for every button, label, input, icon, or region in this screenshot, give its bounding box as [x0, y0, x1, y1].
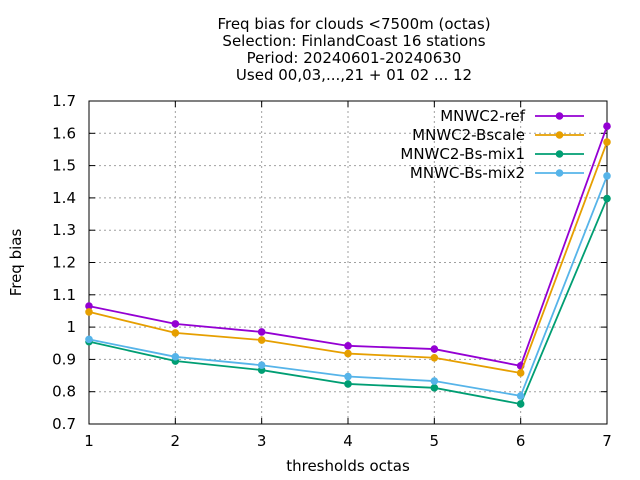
data-point — [257, 328, 266, 336]
y-tick-label: 1.7 — [52, 92, 76, 110]
title-line: Freq bias for clouds <7500m (octas) — [217, 15, 490, 33]
data-point — [555, 112, 564, 120]
y-tick-labels: 0.7 0.8 0.9 1 1.1 1.2 1.3 1.4 1.5 1.6 1.7 — [52, 92, 76, 433]
data-point — [430, 377, 439, 385]
x-tick-label: 1 — [84, 432, 94, 450]
x-tick-label: 2 — [171, 432, 181, 450]
data-point — [516, 400, 525, 408]
series-mnwc2-bscale — [85, 138, 611, 377]
data-point — [516, 392, 525, 400]
data-point — [257, 336, 266, 344]
data-point — [85, 335, 93, 344]
title-line: Period: 20240601-20240630 — [247, 49, 462, 67]
legend-label: MNWC-Bs-mix2 — [410, 164, 525, 182]
x-axis-label: thresholds octas — [286, 457, 410, 475]
data-point — [603, 172, 611, 180]
series-mnwc-bs-mix2 — [85, 172, 611, 400]
data-point — [555, 150, 564, 158]
data-point — [555, 131, 564, 139]
x-tick-label: 7 — [602, 432, 612, 450]
x-tick-label: 3 — [257, 432, 267, 450]
data-point — [430, 345, 439, 353]
title-line: Selection: FinlandCoast 16 stations — [222, 32, 485, 50]
legend-label: MNWC2-Bs-mix1 — [400, 145, 525, 163]
data-point — [603, 194, 611, 203]
series — [85, 122, 611, 408]
x-tick-label: 5 — [430, 432, 440, 450]
data-point — [344, 380, 352, 388]
y-tick-label: 1 — [66, 318, 76, 336]
series-mnwc2-ref — [85, 122, 611, 370]
y-tick-label: 1.6 — [52, 124, 76, 142]
data-point — [430, 353, 439, 362]
data-point — [555, 169, 564, 177]
x-tick-label: 6 — [516, 432, 526, 450]
x-tick-label: 4 — [343, 432, 353, 450]
legend-label: MNWC2-ref — [440, 107, 525, 125]
data-point — [344, 372, 352, 381]
legend: MNWC2-refMNWC2-BscaleMNWC2-Bs-mix1MNWC-B… — [400, 107, 584, 182]
legend-label: MNWC2-Bscale — [412, 126, 525, 144]
data-point — [171, 329, 180, 337]
data-point — [516, 369, 525, 377]
y-tick-label: 1.3 — [52, 221, 76, 239]
y-tick-label: 1.1 — [52, 286, 76, 304]
data-point — [171, 320, 180, 328]
y-tick-label: 1.4 — [52, 189, 76, 207]
grid-lines — [89, 101, 607, 424]
y-axis-label: Freq bias — [7, 229, 25, 297]
y-tick-label: 0.7 — [52, 415, 76, 433]
data-point — [171, 353, 180, 361]
data-point — [603, 122, 611, 130]
y-tick-label: 1.5 — [52, 157, 76, 175]
data-point — [85, 308, 93, 316]
y-tick-label: 1.2 — [52, 254, 76, 272]
y-tick-label: 0.9 — [52, 350, 76, 368]
data-point — [344, 349, 352, 358]
data-point — [344, 342, 352, 350]
data-point — [603, 138, 611, 146]
data-point — [257, 361, 266, 370]
data-point — [430, 384, 439, 392]
y-tick-label: 0.8 — [52, 383, 76, 401]
title-line: Used 00,03,...,21 + 01 02 ... 12 — [236, 66, 472, 84]
x-tick-labels: 1 2 3 4 5 6 7 — [84, 432, 612, 450]
chart-title: Freq bias for clouds <7500m (octas)Selec… — [217, 15, 490, 84]
